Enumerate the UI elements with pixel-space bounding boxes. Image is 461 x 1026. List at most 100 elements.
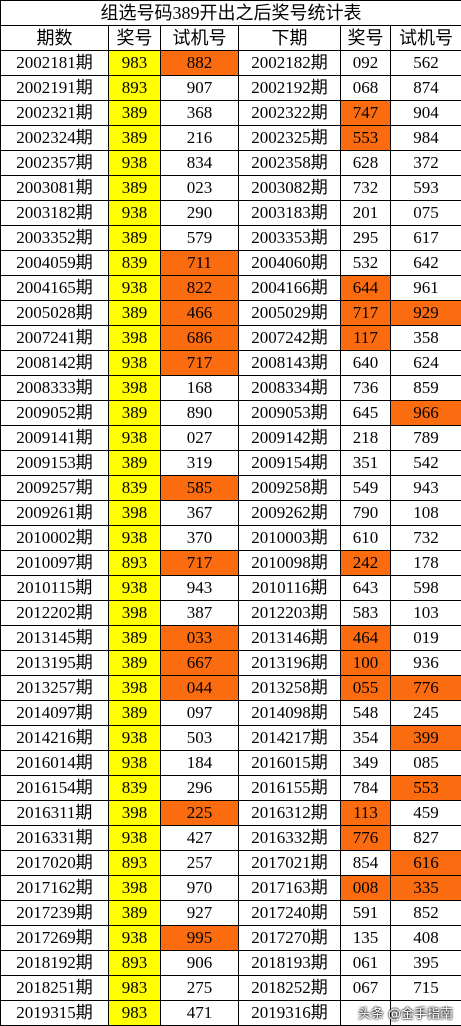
- cell: 839: [108, 775, 161, 801]
- cell: 776: [340, 825, 391, 851]
- cell: 893: [108, 75, 161, 101]
- cell: 966: [389, 400, 461, 426]
- cell: 2004166期: [238, 275, 341, 301]
- cell: 2016154期: [0, 775, 109, 801]
- cell: 2002322期: [238, 100, 341, 126]
- cell: 579: [160, 225, 239, 251]
- cell: 616: [389, 850, 461, 876]
- cell: 2017021期: [238, 850, 341, 876]
- data-row: 2013257期 398 044 2013258期 055 776: [0, 675, 461, 701]
- cell: 023: [160, 175, 239, 201]
- cell: 349: [340, 750, 391, 776]
- cell: 399: [389, 725, 461, 751]
- cell: 245: [389, 700, 461, 726]
- cell: 2016311期: [0, 800, 109, 826]
- cell: 893: [108, 550, 161, 576]
- cell: 906: [160, 950, 239, 976]
- cell: 2013257期: [0, 675, 109, 701]
- cell: 643: [340, 575, 391, 601]
- cell: 2017239期: [0, 900, 109, 926]
- cell: 257: [160, 850, 239, 876]
- cell: 2013195期: [0, 650, 109, 676]
- cell: 2010097期: [0, 550, 109, 576]
- cell: 398: [108, 675, 161, 701]
- data-row: 2017239期 389 927 2017240期 591 852: [0, 900, 461, 926]
- header-row: 期数 奖号 试机号 下期 奖号 试机号: [0, 25, 461, 51]
- data-row: 2002181期 983 882 2002182期 092 562: [0, 50, 461, 76]
- header-cell: 期数: [0, 25, 109, 51]
- data-row: 2007241期 398 686 2007242期 117 358: [0, 325, 461, 351]
- cell: 113: [340, 800, 391, 826]
- cell: 717: [160, 550, 239, 576]
- cell: 938: [108, 925, 161, 951]
- cell: 290: [160, 200, 239, 226]
- cell: 2010116期: [238, 575, 341, 601]
- cell: 2010002期: [0, 525, 109, 551]
- cell: 2018192期: [0, 950, 109, 976]
- cell: 019: [389, 625, 461, 651]
- cell: 532: [340, 250, 391, 276]
- cell: 882: [160, 50, 239, 76]
- data-row: 2010002期 938 370 2010003期 610 732: [0, 525, 461, 551]
- data-row: 2016154期 839 296 2016155期 784 553: [0, 775, 461, 801]
- cell: 2016014期: [0, 750, 109, 776]
- cell: 2009258期: [238, 475, 341, 501]
- cell: 890: [160, 400, 239, 426]
- cell: 938: [108, 350, 161, 376]
- cell: 184: [160, 750, 239, 776]
- cell: 370: [160, 525, 239, 551]
- cell: 319: [160, 450, 239, 476]
- data-row: 2004165期 938 822 2004166期 644 961: [0, 275, 461, 301]
- cell: 108: [389, 500, 461, 526]
- cell: 938: [108, 275, 161, 301]
- cell: 549: [340, 475, 391, 501]
- cell: 732: [389, 525, 461, 551]
- cell: 553: [340, 125, 391, 151]
- cell: 2003183期: [238, 200, 341, 226]
- cell: 178: [389, 550, 461, 576]
- cell: 667: [160, 650, 239, 676]
- cell: 2017162期: [0, 875, 109, 901]
- data-row: 2013145期 389 033 2013146期 464 019: [0, 625, 461, 651]
- cell: 2013146期: [238, 625, 341, 651]
- cell: 092: [340, 50, 391, 76]
- cell: 296: [160, 775, 239, 801]
- data-row: 2016014期 938 184 2016015期 349 085: [0, 750, 461, 776]
- cell: 927: [160, 900, 239, 926]
- cell: 2009257期: [0, 475, 109, 501]
- cell: 2009052期: [0, 400, 109, 426]
- cell: 2002325期: [238, 125, 341, 151]
- cell: 593: [389, 175, 461, 201]
- cell: 168: [160, 375, 239, 401]
- cell: 389: [108, 900, 161, 926]
- cell: 834: [160, 150, 239, 176]
- cell: 2008143期: [238, 350, 341, 376]
- cell: 874: [389, 75, 461, 101]
- cell: 135: [340, 925, 391, 951]
- cell: 389: [108, 125, 161, 151]
- data-row: 2008142期 938 717 2008143期 640 624: [0, 350, 461, 376]
- cell: 389: [108, 175, 161, 201]
- cell: 351: [340, 450, 391, 476]
- cell: [389, 1000, 461, 1026]
- cell: 970: [160, 875, 239, 901]
- cell: 427: [160, 825, 239, 851]
- cell: 938: [108, 575, 161, 601]
- cell: 2002324期: [0, 125, 109, 151]
- cell: 389: [108, 400, 161, 426]
- cell: 2009154期: [238, 450, 341, 476]
- data-row: 2009141期 938 027 2009142期 218 789: [0, 425, 461, 451]
- cell: 2008334期: [238, 375, 341, 401]
- cell: 2003082期: [238, 175, 341, 201]
- data-row: 2010115期 938 943 2010116期 643 598: [0, 575, 461, 601]
- cell: 983: [108, 975, 161, 1001]
- cell: 335: [389, 875, 461, 901]
- cell: 242: [340, 550, 391, 576]
- cell: 2017270期: [238, 925, 341, 951]
- cell: 068: [340, 75, 391, 101]
- cell: 2002182期: [238, 50, 341, 76]
- cell: 2002191期: [0, 75, 109, 101]
- cell: 2002357期: [0, 150, 109, 176]
- cell: 389: [108, 225, 161, 251]
